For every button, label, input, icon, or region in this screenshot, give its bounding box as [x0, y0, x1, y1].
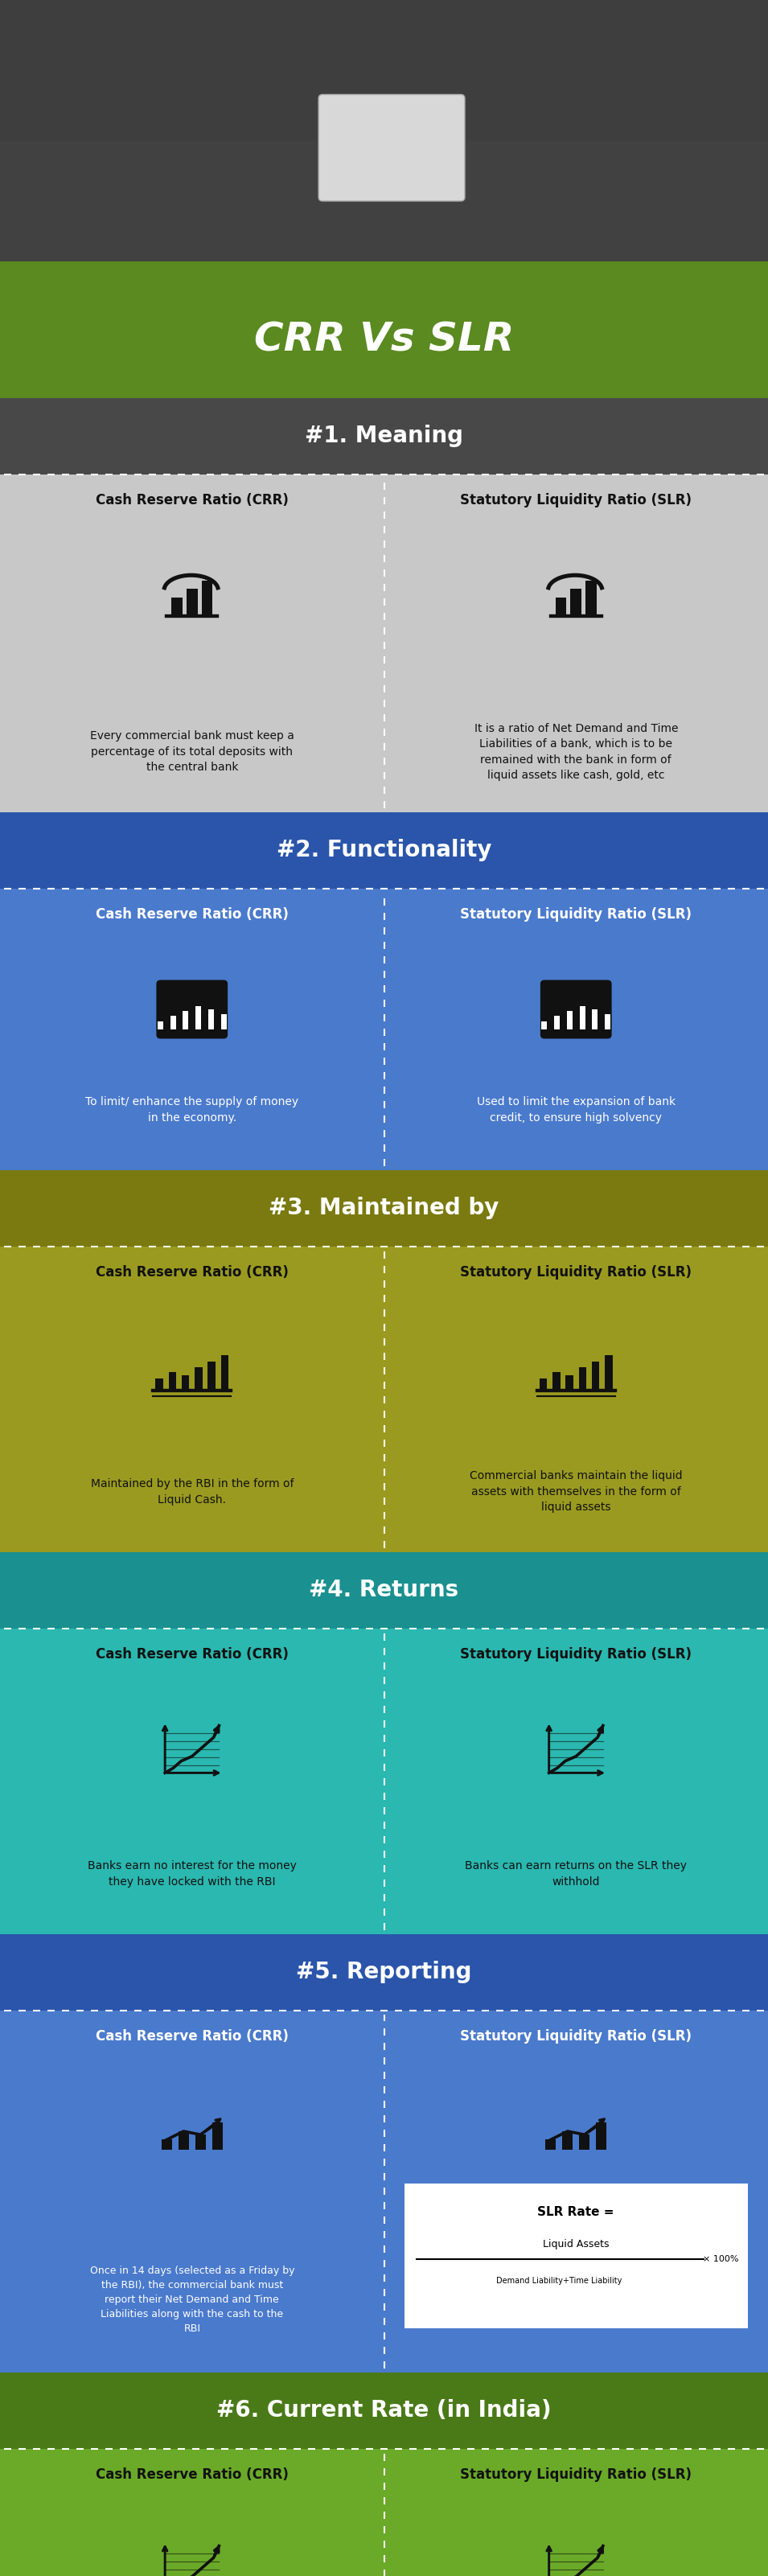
Text: Statutory Liquidity Ratio (SLR): Statutory Liquidity Ratio (SLR) [460, 2030, 692, 2043]
Bar [182, 1376, 189, 1391]
Bar [171, 598, 182, 616]
Bar [0, 1170, 768, 1247]
Bar [0, 1935, 768, 2012]
Bar [592, 1010, 598, 1030]
Bar [195, 2136, 206, 2151]
Text: Statutory Liquidity Ratio (SLR): Statutory Liquidity Ratio (SLR) [460, 1265, 692, 1280]
Bar [545, 2141, 556, 2151]
Text: #3. Maintained by: #3. Maintained by [269, 1198, 499, 1218]
Text: Liquid Assets: Liquid Assets [543, 2239, 609, 2249]
Text: SLR Rate =: SLR Rate = [538, 2208, 614, 2218]
Bar [0, 811, 768, 889]
Text: × 100%: × 100% [703, 2254, 738, 2262]
Bar [0, 0, 768, 281]
Text: #2. Functionality: #2. Functionality [276, 840, 492, 863]
Bar [170, 1015, 176, 1030]
Bar [221, 1015, 227, 1030]
Bar [562, 2130, 573, 2151]
Bar [221, 1355, 229, 1391]
Bar [212, 2123, 223, 2151]
Bar [555, 598, 566, 616]
Bar [0, 0, 768, 281]
Bar [168, 1373, 176, 1391]
Bar [579, 2136, 590, 2151]
Text: Banks earn no interest for the money
they have locked with the RBI: Banks earn no interest for the money the… [88, 1860, 296, 1888]
FancyBboxPatch shape [404, 2184, 748, 2329]
Bar [0, 474, 768, 811]
Bar [157, 1020, 163, 1030]
Text: CRR Vs SLR: CRR Vs SLR [254, 319, 514, 358]
Text: #6. Current Rate (in India): #6. Current Rate (in India) [217, 2398, 551, 2421]
Bar [155, 1378, 163, 1391]
Bar [178, 2130, 189, 2151]
Bar [0, 2012, 768, 2372]
Text: #1. Meaning: #1. Meaning [305, 425, 463, 448]
Bar [596, 2123, 607, 2151]
Bar [580, 1007, 585, 1030]
Bar [579, 1368, 586, 1391]
Bar [208, 1360, 216, 1391]
Bar [0, 1628, 768, 1935]
Text: Cash Reserve Ratio (CRR): Cash Reserve Ratio (CRR) [95, 907, 289, 922]
Bar [554, 1015, 560, 1030]
Text: Cash Reserve Ratio (CRR): Cash Reserve Ratio (CRR) [95, 1646, 289, 1662]
Bar [605, 1015, 611, 1030]
Text: Maintained by the RBI in the form of
Liquid Cash.: Maintained by the RBI in the form of Liq… [91, 1479, 293, 1504]
Bar [0, 399, 768, 474]
Bar [567, 1010, 572, 1030]
Text: #4. Returns: #4. Returns [310, 1579, 458, 1602]
FancyBboxPatch shape [541, 979, 611, 1038]
Bar [0, 889, 768, 1170]
Bar [0, 263, 768, 281]
Bar [0, 281, 768, 399]
Text: Cash Reserve Ratio (CRR): Cash Reserve Ratio (CRR) [95, 2468, 289, 2481]
Bar [592, 1360, 600, 1391]
Text: Cash Reserve Ratio (CRR): Cash Reserve Ratio (CRR) [95, 2030, 289, 2043]
Bar [605, 1355, 613, 1391]
Bar [195, 1368, 202, 1391]
Bar [0, 2450, 768, 2576]
Bar [541, 1020, 547, 1030]
Bar [552, 1373, 560, 1391]
Text: Cash Reserve Ratio (CRR): Cash Reserve Ratio (CRR) [95, 492, 289, 507]
Text: To limit/ enhance the supply of money
in the economy.: To limit/ enhance the supply of money in… [85, 1097, 299, 1123]
Text: Commercial banks maintain the liquid
assets with themselves in the form of
liqui: Commercial banks maintain the liquid ass… [469, 1471, 683, 1512]
Bar [187, 587, 197, 616]
Bar [208, 1010, 214, 1030]
Text: Used to limit the expansion of bank
credit, to ensure high solvency: Used to limit the expansion of bank cred… [477, 1097, 675, 1123]
Bar [0, 1247, 768, 1553]
Bar [571, 587, 581, 616]
Bar [566, 1376, 573, 1391]
Text: Demand Liability+Time Liability: Demand Liability+Time Liability [496, 2277, 621, 2285]
Bar [0, 0, 768, 142]
Text: It is a ratio of Net Demand and Time
Liabilities of a bank, which is to be
remai: It is a ratio of Net Demand and Time Lia… [474, 724, 678, 781]
Bar [161, 2141, 172, 2151]
Text: Cash Reserve Ratio (CRR): Cash Reserve Ratio (CRR) [95, 1265, 289, 1280]
Text: Statutory Liquidity Ratio (SLR): Statutory Liquidity Ratio (SLR) [460, 907, 692, 922]
Bar [0, 1553, 768, 1628]
FancyBboxPatch shape [157, 979, 227, 1038]
Bar [183, 1010, 188, 1030]
Text: Once in 14 days (selected as a Friday by
the RBI), the commercial bank must
repo: Once in 14 days (selected as a Friday by… [90, 2267, 294, 2334]
Text: Statutory Liquidity Ratio (SLR): Statutory Liquidity Ratio (SLR) [460, 1646, 692, 1662]
Text: Every commercial bank must keep a
percentage of its total deposits with
the cent: Every commercial bank must keep a percen… [90, 732, 294, 773]
Text: Banks can earn returns on the SLR they
withhold: Banks can earn returns on the SLR they w… [465, 1860, 687, 1888]
Bar [0, 2372, 768, 2450]
Text: Statutory Liquidity Ratio (SLR): Statutory Liquidity Ratio (SLR) [460, 2468, 692, 2481]
Text: Statutory Liquidity Ratio (SLR): Statutory Liquidity Ratio (SLR) [460, 492, 692, 507]
Bar [539, 1378, 547, 1391]
Bar [202, 580, 213, 616]
Text: #5. Reporting: #5. Reporting [296, 1960, 472, 1984]
FancyBboxPatch shape [319, 95, 465, 201]
Bar [586, 580, 597, 616]
Bar [196, 1007, 201, 1030]
